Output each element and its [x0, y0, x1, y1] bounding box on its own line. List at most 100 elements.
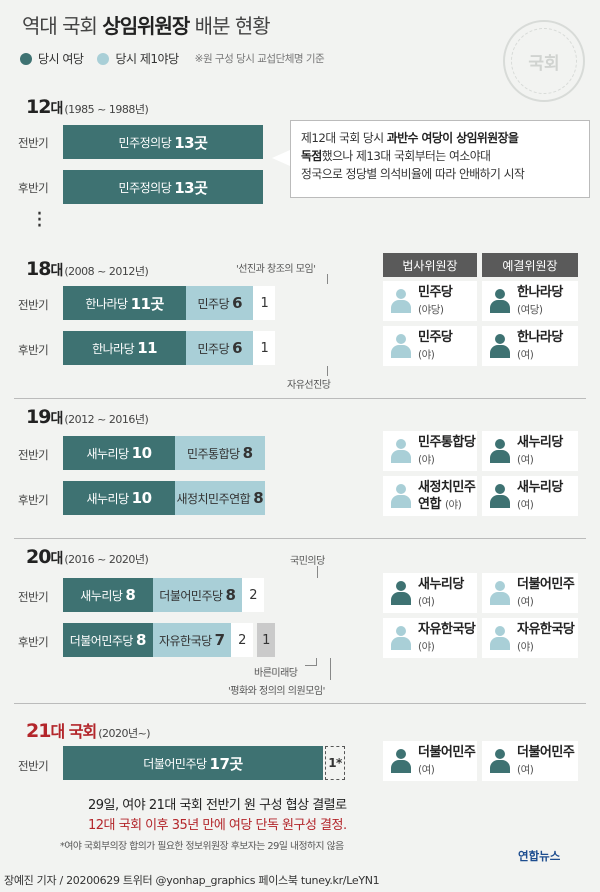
era-12-row-0: 민주정의당 13곳	[63, 125, 263, 159]
person-icon	[391, 484, 411, 508]
bar-value-label: 8	[242, 444, 253, 462]
legend-ruling-label: 당시 여당	[38, 52, 84, 66]
era-18-row-0-budget-chair-card: 한나라당 (여당)	[482, 281, 578, 321]
footnote: *여야 국회부의장 합의가 필요한 정보위원장 후보자는 29일 내정하지 않음	[60, 841, 344, 852]
era-20-row-0-law-chair-card: 새누리당 (여)	[383, 573, 477, 613]
chair-party-status: (야)	[517, 640, 534, 653]
bar-party-label: 민주통합당	[186, 446, 240, 461]
bar-party-label: 새누리당	[86, 446, 129, 461]
person-icon	[391, 581, 411, 605]
era-19-row-1-bar-0: 새누리당 10	[63, 481, 175, 515]
era-19-row-0-bar-1: 민주통합당 8	[175, 436, 265, 470]
era-18-row-0-law-chair-card: 민주당 (야당)	[383, 281, 477, 321]
chair-party-status: (여)	[517, 453, 534, 466]
yonhap-logo: 연합뉴스	[518, 849, 561, 863]
era-21-row-0-budget-chair-card: 더불어민주 (여)	[482, 741, 578, 781]
chair-party-name: 새정치민주	[418, 479, 476, 495]
era-18-note-top-line	[327, 274, 328, 284]
chair-party-name: 한나라당	[517, 329, 563, 345]
era-18-row-label-second: 후반기	[18, 343, 49, 357]
era-19-row-1: 새누리당 10 새정치민주연합 8	[63, 481, 265, 515]
era-20-row-0-bar-2: 2	[242, 578, 265, 612]
era-21-row-0-law-chair-card: 더불어민주 (여)	[383, 741, 477, 781]
divider-21	[14, 703, 586, 704]
era-20-row-label-first: 전반기	[18, 590, 49, 604]
legend-opposition-swatch	[97, 52, 110, 65]
era-21-heading: 21대 국회 (2020년~)	[26, 720, 151, 742]
era-18-row-1: 한나라당 11 민주당 6 1	[63, 331, 276, 365]
person-icon	[391, 334, 411, 358]
chair-party-name: 자유한국당	[517, 621, 575, 637]
person-icon	[490, 749, 510, 773]
chair-party-name: 민주당	[418, 284, 453, 300]
era-20-row-0-bar-1: 더불어민주당 8	[152, 578, 243, 612]
conclusion-line-1: 29일, 여야 21대 국회 전반기 원 구성 협상 결렬로	[88, 798, 347, 813]
era-21-row-label-first: 전반기	[18, 759, 49, 773]
era-12-row-label-second: 후반기	[18, 181, 49, 195]
era-18-row-1-bar-1: 민주당 6	[186, 331, 254, 365]
bar-value-label: 13곳	[174, 178, 208, 197]
conclusion-line-2: 12대 국회 이후 35년 만에 여당 단독 원구성 결정.	[88, 818, 347, 833]
bar-party-label: 새정치민주연합	[176, 491, 251, 506]
era-20-row-0-budget-chair-card: 더불어민주 (여)	[482, 573, 578, 613]
era-20-row-1-budget-chair-card: 자유한국당 (야)	[482, 618, 578, 658]
divider-19	[14, 398, 586, 399]
era-19-row-label-second: 후반기	[18, 493, 49, 507]
bar-value-label: 6	[232, 339, 243, 357]
era-18-row-0: 한나라당 11곳 민주당 6 1	[63, 286, 276, 320]
bar-value-label: 8	[225, 586, 236, 604]
bar-value-label: 11곳	[130, 294, 165, 313]
bar-party-label: 민주정의당	[118, 180, 172, 195]
era-18-row-1-bar-2: 1	[253, 331, 276, 365]
bar-value-label: 8	[253, 489, 264, 507]
person-icon	[490, 289, 510, 313]
bar-party-label: 새누리당	[86, 491, 129, 506]
era-18-row-0-bar-2: 1	[253, 286, 276, 320]
bar-party-label: 더불어민주당	[143, 756, 207, 771]
era-18-note-bottom: 자유선진당	[287, 380, 331, 391]
era-18-row-label-first: 전반기	[18, 298, 49, 312]
era-12-row-label-first: 전반기	[18, 136, 49, 150]
bar-party-label: 한나라당	[92, 341, 135, 356]
era-19-row-0: 새누리당 10 민주통합당 8	[63, 436, 265, 470]
era-19-heading: 19대 (2012 ~ 2016년)	[26, 406, 149, 428]
bar-value-label: 11	[137, 339, 158, 357]
era-18-row-0-bar-0: 한나라당 11곳	[63, 286, 187, 320]
era-20-row-0-bar-0: 새누리당 8	[63, 578, 153, 612]
era-12-row-1-bar-0: 민주정의당 13곳	[63, 170, 263, 204]
chair-party-status: (야)	[444, 498, 462, 511]
chair-party-name: 더불어민주	[517, 744, 575, 760]
person-icon	[490, 484, 510, 508]
era-20-row-1-law-chair-card: 자유한국당 (야)	[383, 618, 477, 658]
bar-value-label: 13곳	[174, 133, 208, 152]
era-20-row-1-bar-1: 자유한국당 7	[152, 623, 231, 657]
person-icon	[490, 626, 510, 650]
bar-value-label: 8	[135, 631, 146, 649]
chair-party-name: 더불어민주	[418, 744, 476, 760]
chair-party-status: (여)	[517, 348, 534, 361]
bar-party-label: 더불어민주당	[159, 588, 223, 603]
callout-pointer	[272, 150, 290, 166]
era-19-row-0-bar-0: 새누리당 10	[63, 436, 175, 470]
era-19-row-1-law-chair-card: 새정치민주 연합 (야)	[383, 476, 477, 516]
person-icon	[391, 749, 411, 773]
person-icon	[490, 334, 510, 358]
chair-party-name: 민주통합당	[418, 434, 476, 450]
era-12-row-0-bar-0: 민주정의당 13곳	[63, 125, 263, 159]
chair-party-status: (야)	[418, 348, 435, 361]
bar-party-label: 한나라당	[85, 296, 128, 311]
legend: 당시 여당 당시 제1야당 ※원 구성 당시 교섭단체명 기준	[20, 50, 325, 67]
callout-box: 제12대 국회 당시 과반수 여당이 상임위원장을 독점했으나 제13대 국회부…	[290, 120, 590, 198]
chair-party-name: 자유한국당	[418, 621, 476, 637]
bar-party-label: 민주당	[197, 341, 230, 356]
chair-party-status: (여)	[517, 595, 534, 608]
era-18-bars: 한나라당 11곳 민주당 6 1 한나라당 11 민주당 6 1	[63, 286, 343, 366]
chair-party-status: (여)	[517, 763, 534, 776]
chair-party-status: (여)	[418, 595, 435, 608]
era-20-note-bottom1-line	[305, 658, 317, 666]
era-20-row-label-second: 후반기	[18, 635, 49, 649]
chair-party-status: (여)	[418, 763, 435, 776]
era-20-row-1-bar-0: 더불어민주당 8	[63, 623, 153, 657]
bar-value-label: 10	[131, 489, 152, 507]
chair-party-status: (야)	[418, 453, 435, 466]
